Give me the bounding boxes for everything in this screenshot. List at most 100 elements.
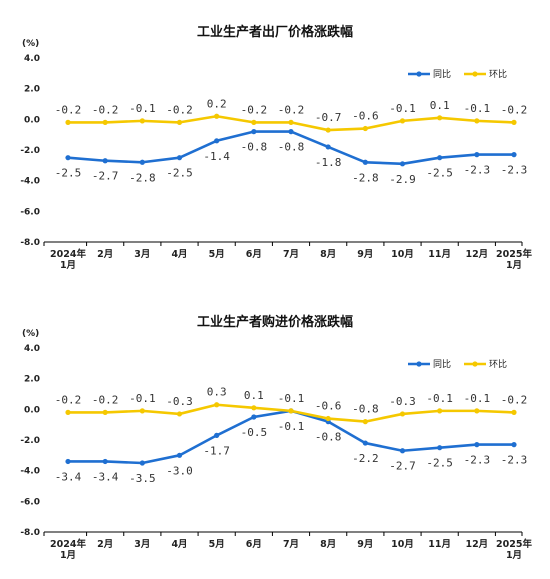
data-point-mom bbox=[102, 119, 108, 125]
x-tick-label: 10月 bbox=[391, 249, 414, 260]
data-point-mom bbox=[437, 408, 443, 414]
data-label-mom: -0.6 bbox=[352, 110, 379, 123]
data-label-mom: -0.3 bbox=[389, 395, 416, 408]
data-point-yoy bbox=[511, 152, 517, 158]
data-label-yoy: -2.7 bbox=[92, 170, 119, 183]
data-point-mom bbox=[102, 409, 108, 415]
x-tick-label: 1月 bbox=[506, 260, 522, 271]
data-label-mom: -0.2 bbox=[241, 103, 268, 116]
data-label-yoy: -2.3 bbox=[501, 164, 528, 177]
data-label-yoy: -1.8 bbox=[315, 156, 342, 169]
data-label-yoy: -0.1 bbox=[278, 420, 305, 433]
data-label-mom: -0.8 bbox=[352, 403, 379, 416]
data-label-yoy: -2.5 bbox=[426, 457, 453, 470]
data-point-yoy bbox=[251, 414, 257, 420]
data-label-yoy: -0.5 bbox=[241, 426, 268, 439]
x-tick-label: 8月 bbox=[320, 249, 336, 260]
x-tick-label: 4月 bbox=[171, 249, 187, 260]
x-tick-label: 2月 bbox=[97, 249, 113, 260]
x-tick-label: 7月 bbox=[283, 249, 299, 260]
data-point-mom bbox=[362, 125, 368, 132]
x-tick-label: 4月 bbox=[171, 539, 187, 550]
data-point-yoy bbox=[399, 448, 406, 454]
x-tick-label: 11月 bbox=[428, 539, 451, 550]
data-point-yoy bbox=[102, 158, 108, 164]
data-point-mom bbox=[214, 113, 220, 119]
data-label-yoy: -2.3 bbox=[464, 164, 491, 177]
data-label-yoy: -0.8 bbox=[241, 141, 268, 154]
data-point-yoy bbox=[139, 159, 145, 165]
data-label-yoy: -2.7 bbox=[389, 460, 416, 473]
data-label-mom: -0.2 bbox=[501, 393, 528, 406]
data-point-yoy bbox=[214, 432, 220, 438]
data-label-yoy: -1.7 bbox=[203, 444, 230, 457]
series-line-yoy bbox=[68, 409, 514, 465]
data-label-yoy: -2.5 bbox=[166, 167, 193, 180]
y-unit-label: (%) bbox=[22, 329, 39, 339]
data-label-mom: 0.3 bbox=[207, 386, 227, 399]
y-tick-label: -8.0 bbox=[20, 238, 40, 248]
x-tick-label: 10月 bbox=[391, 539, 414, 550]
data-label-mom: -0.2 bbox=[166, 103, 193, 116]
data-label-yoy: -2.9 bbox=[389, 173, 416, 186]
x-tick-label: 9月 bbox=[357, 539, 373, 550]
data-label-mom: -0.3 bbox=[166, 395, 193, 408]
data-point-yoy bbox=[102, 458, 108, 465]
x-tick-label: 2024年 bbox=[50, 248, 86, 260]
data-label-yoy: -3.4 bbox=[55, 470, 82, 483]
data-point-mom bbox=[65, 409, 71, 415]
x-tick-label: 1月 bbox=[506, 550, 522, 561]
y-tick-label: -6.0 bbox=[20, 497, 40, 507]
y-tick-label: -2.0 bbox=[20, 436, 40, 446]
ppi-purchase-chart: 工业生产者购进价格涨跌幅 (%) 4.0 2.0 0.0 -2.0 -4.0 -6.0 -8.0… bbox=[20, 314, 532, 561]
data-label-yoy: -0.8 bbox=[278, 141, 305, 154]
x-tick-label: 2025年 bbox=[496, 538, 532, 550]
data-point-yoy bbox=[214, 138, 220, 144]
data-point-yoy bbox=[65, 155, 71, 161]
data-label-yoy: -0.8 bbox=[315, 431, 342, 444]
data-label-yoy: -2.5 bbox=[426, 167, 453, 180]
y-tick-label: -4.0 bbox=[20, 177, 40, 187]
x-tick-label: 9月 bbox=[357, 249, 373, 260]
data-point-mom bbox=[176, 411, 183, 417]
data-point-mom bbox=[214, 402, 220, 408]
data-label-mom: -0.1 bbox=[464, 102, 491, 115]
data-point-mom bbox=[399, 118, 406, 124]
y-tick-label: -2.0 bbox=[20, 146, 40, 156]
data-label-mom: -0.2 bbox=[92, 103, 119, 116]
x-tick-label: 2025年 bbox=[496, 248, 532, 260]
data-label-yoy: -3.4 bbox=[92, 470, 119, 483]
data-label-mom: 0.2 bbox=[207, 97, 227, 110]
data-label-mom: -0.1 bbox=[426, 392, 453, 405]
data-point-mom bbox=[251, 119, 257, 125]
data-point-mom bbox=[325, 415, 331, 422]
data-point-yoy bbox=[65, 458, 71, 465]
data-point-yoy bbox=[511, 442, 517, 448]
x-tick-label: 1月 bbox=[60, 550, 76, 561]
y-unit-label: (%) bbox=[22, 39, 39, 49]
x-tick-label: 5月 bbox=[209, 249, 225, 260]
legend-marker-mom bbox=[472, 361, 478, 367]
y-tick-label: 0.0 bbox=[24, 405, 40, 415]
data-point-mom bbox=[437, 115, 443, 121]
data-label-yoy: -3.0 bbox=[166, 464, 193, 477]
data-label-mom: -0.2 bbox=[55, 103, 82, 116]
x-tick-label: 6月 bbox=[246, 539, 262, 550]
data-point-mom bbox=[511, 119, 517, 125]
data-point-mom bbox=[139, 408, 145, 414]
legend: 同比 环比 bbox=[408, 68, 507, 80]
data-point-mom bbox=[139, 118, 145, 124]
y-tick-label: -6.0 bbox=[20, 207, 40, 217]
x-tick-label: 8月 bbox=[320, 539, 336, 550]
data-point-yoy bbox=[437, 155, 443, 161]
data-point-mom bbox=[399, 411, 406, 417]
chart-title: 工业生产者购进价格涨跌幅 bbox=[197, 314, 353, 330]
x-tick-label: 2月 bbox=[97, 539, 113, 550]
data-point-yoy bbox=[288, 129, 294, 135]
data-label-mom: -0.2 bbox=[278, 103, 305, 116]
x-tick-label: 3月 bbox=[134, 539, 150, 550]
data-point-mom bbox=[474, 118, 480, 124]
data-label-yoy: -2.2 bbox=[352, 452, 379, 465]
data-label-yoy: -2.3 bbox=[464, 454, 491, 467]
